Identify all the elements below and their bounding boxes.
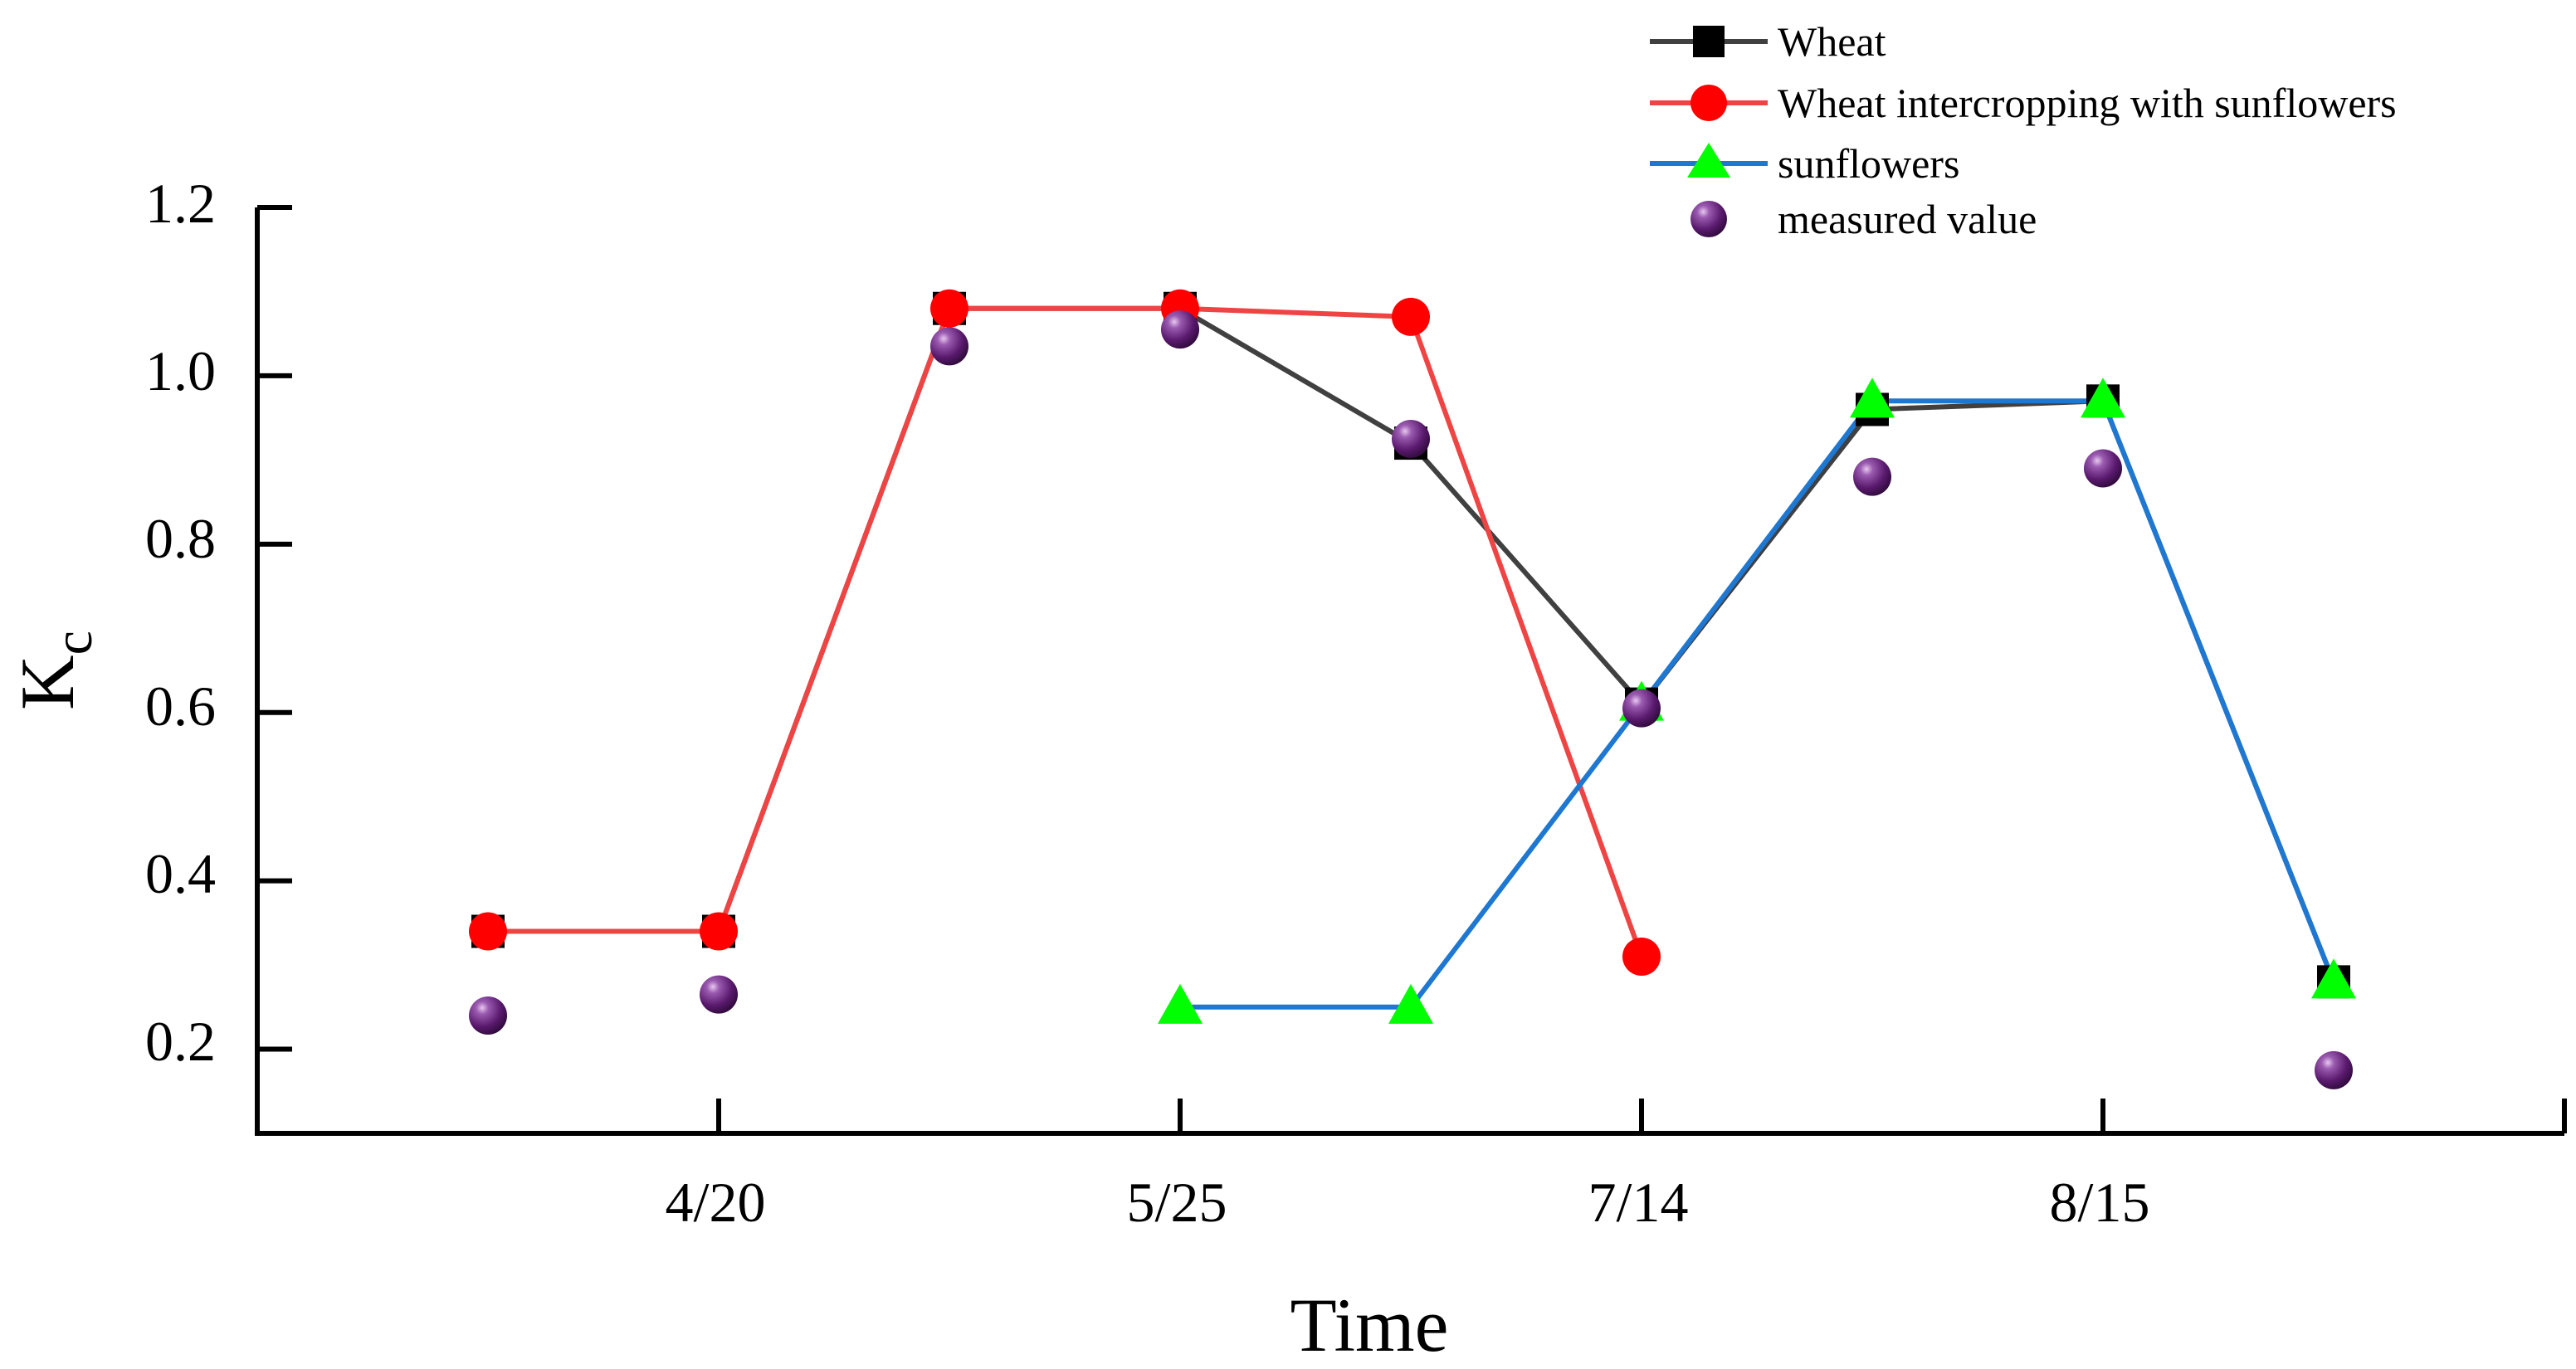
- y-axis-title: Kc: [5, 631, 104, 710]
- legend-label-intercrop: Wheat intercropping with sunflowers: [1778, 80, 2397, 126]
- series-layer: [469, 289, 2356, 1089]
- y-tick-label-0.6: 0.6: [145, 675, 216, 738]
- legend: Wheat Wheat intercropping with sunflower…: [1650, 18, 2397, 242]
- point-intercrop-1: [469, 912, 507, 951]
- x-tick-labels: 4/20 5/25 7/14 8/15: [666, 1171, 2150, 1234]
- legend-item-wheat: Wheat: [1650, 18, 1886, 65]
- legend-marker-sphere-icon: [1690, 201, 1727, 237]
- plot-axes: [255, 207, 2567, 1136]
- series-line-intercrop: [488, 305, 1644, 957]
- y-axis-title-main: K: [5, 655, 90, 709]
- legend-label-measured: measured value: [1778, 196, 2037, 242]
- y-tick-label-1.0: 1.0: [145, 339, 216, 402]
- point-intercrop-5: [1392, 297, 1430, 336]
- legend-label-wheat: Wheat: [1778, 18, 1886, 65]
- point-measured-2: [700, 975, 738, 1014]
- svg-text:Kc: Kc: [5, 631, 104, 710]
- y-axis-title-subscript: c: [43, 631, 104, 655]
- legend-marker-square-icon: [1693, 26, 1725, 57]
- series-line-sunflowers: [1180, 398, 2336, 1010]
- point-measured-3: [930, 327, 968, 366]
- y-tick-label-0.4: 0.4: [145, 842, 216, 905]
- legend-item-sunflowers: sunflowers: [1650, 140, 1959, 187]
- legend-marker-circle-icon: [1690, 85, 1727, 121]
- point-sunflowers-6: [2311, 958, 2356, 999]
- point-sunflowers-4: [1850, 378, 1895, 418]
- point-measured-1: [469, 996, 507, 1035]
- x-tick-label-7-14: 7/14: [1588, 1171, 1689, 1234]
- point-intercrop-2: [700, 912, 738, 951]
- point-intercrop-3: [930, 289, 968, 328]
- x-tick-label-4-20: 4/20: [666, 1171, 766, 1234]
- point-measured-6: [1622, 689, 1661, 728]
- series-line-wheat: [488, 305, 2336, 983]
- point-measured-5: [1392, 420, 1430, 458]
- legend-item-intercrop: Wheat intercropping with sunflowers: [1650, 80, 2397, 126]
- x-ticks: [716, 1099, 2105, 1133]
- y-tick-labels: 0.2 0.4 0.6 0.8 1.0 1.2: [145, 172, 216, 1073]
- y-tick-label-0.2: 0.2: [145, 1010, 216, 1073]
- y-ticks: [257, 205, 292, 1052]
- point-measured-7: [1853, 457, 1891, 496]
- point-sunflowers-2: [1388, 983, 1433, 1024]
- legend-marker-triangle-icon: [1687, 143, 1730, 178]
- x-tick-label-5-25: 5/25: [1127, 1171, 1227, 1234]
- point-sunflowers-5: [2081, 378, 2125, 418]
- y-tick-label-0.8: 0.8: [145, 507, 216, 570]
- legend-item-measured: measured value: [1690, 196, 2037, 242]
- x-axis-title: Time: [1290, 1283, 1449, 1367]
- point-intercrop-6: [1622, 937, 1661, 976]
- legend-label-sunflowers: sunflowers: [1778, 140, 1959, 187]
- point-measured-9: [2315, 1050, 2353, 1089]
- point-sunflowers-1: [1158, 983, 1203, 1024]
- y-tick-label-1.2: 1.2: [145, 172, 216, 235]
- x-tick-label-8-15: 8/15: [2050, 1171, 2150, 1234]
- point-measured-4: [1161, 310, 1199, 349]
- point-measured-8: [2084, 449, 2122, 488]
